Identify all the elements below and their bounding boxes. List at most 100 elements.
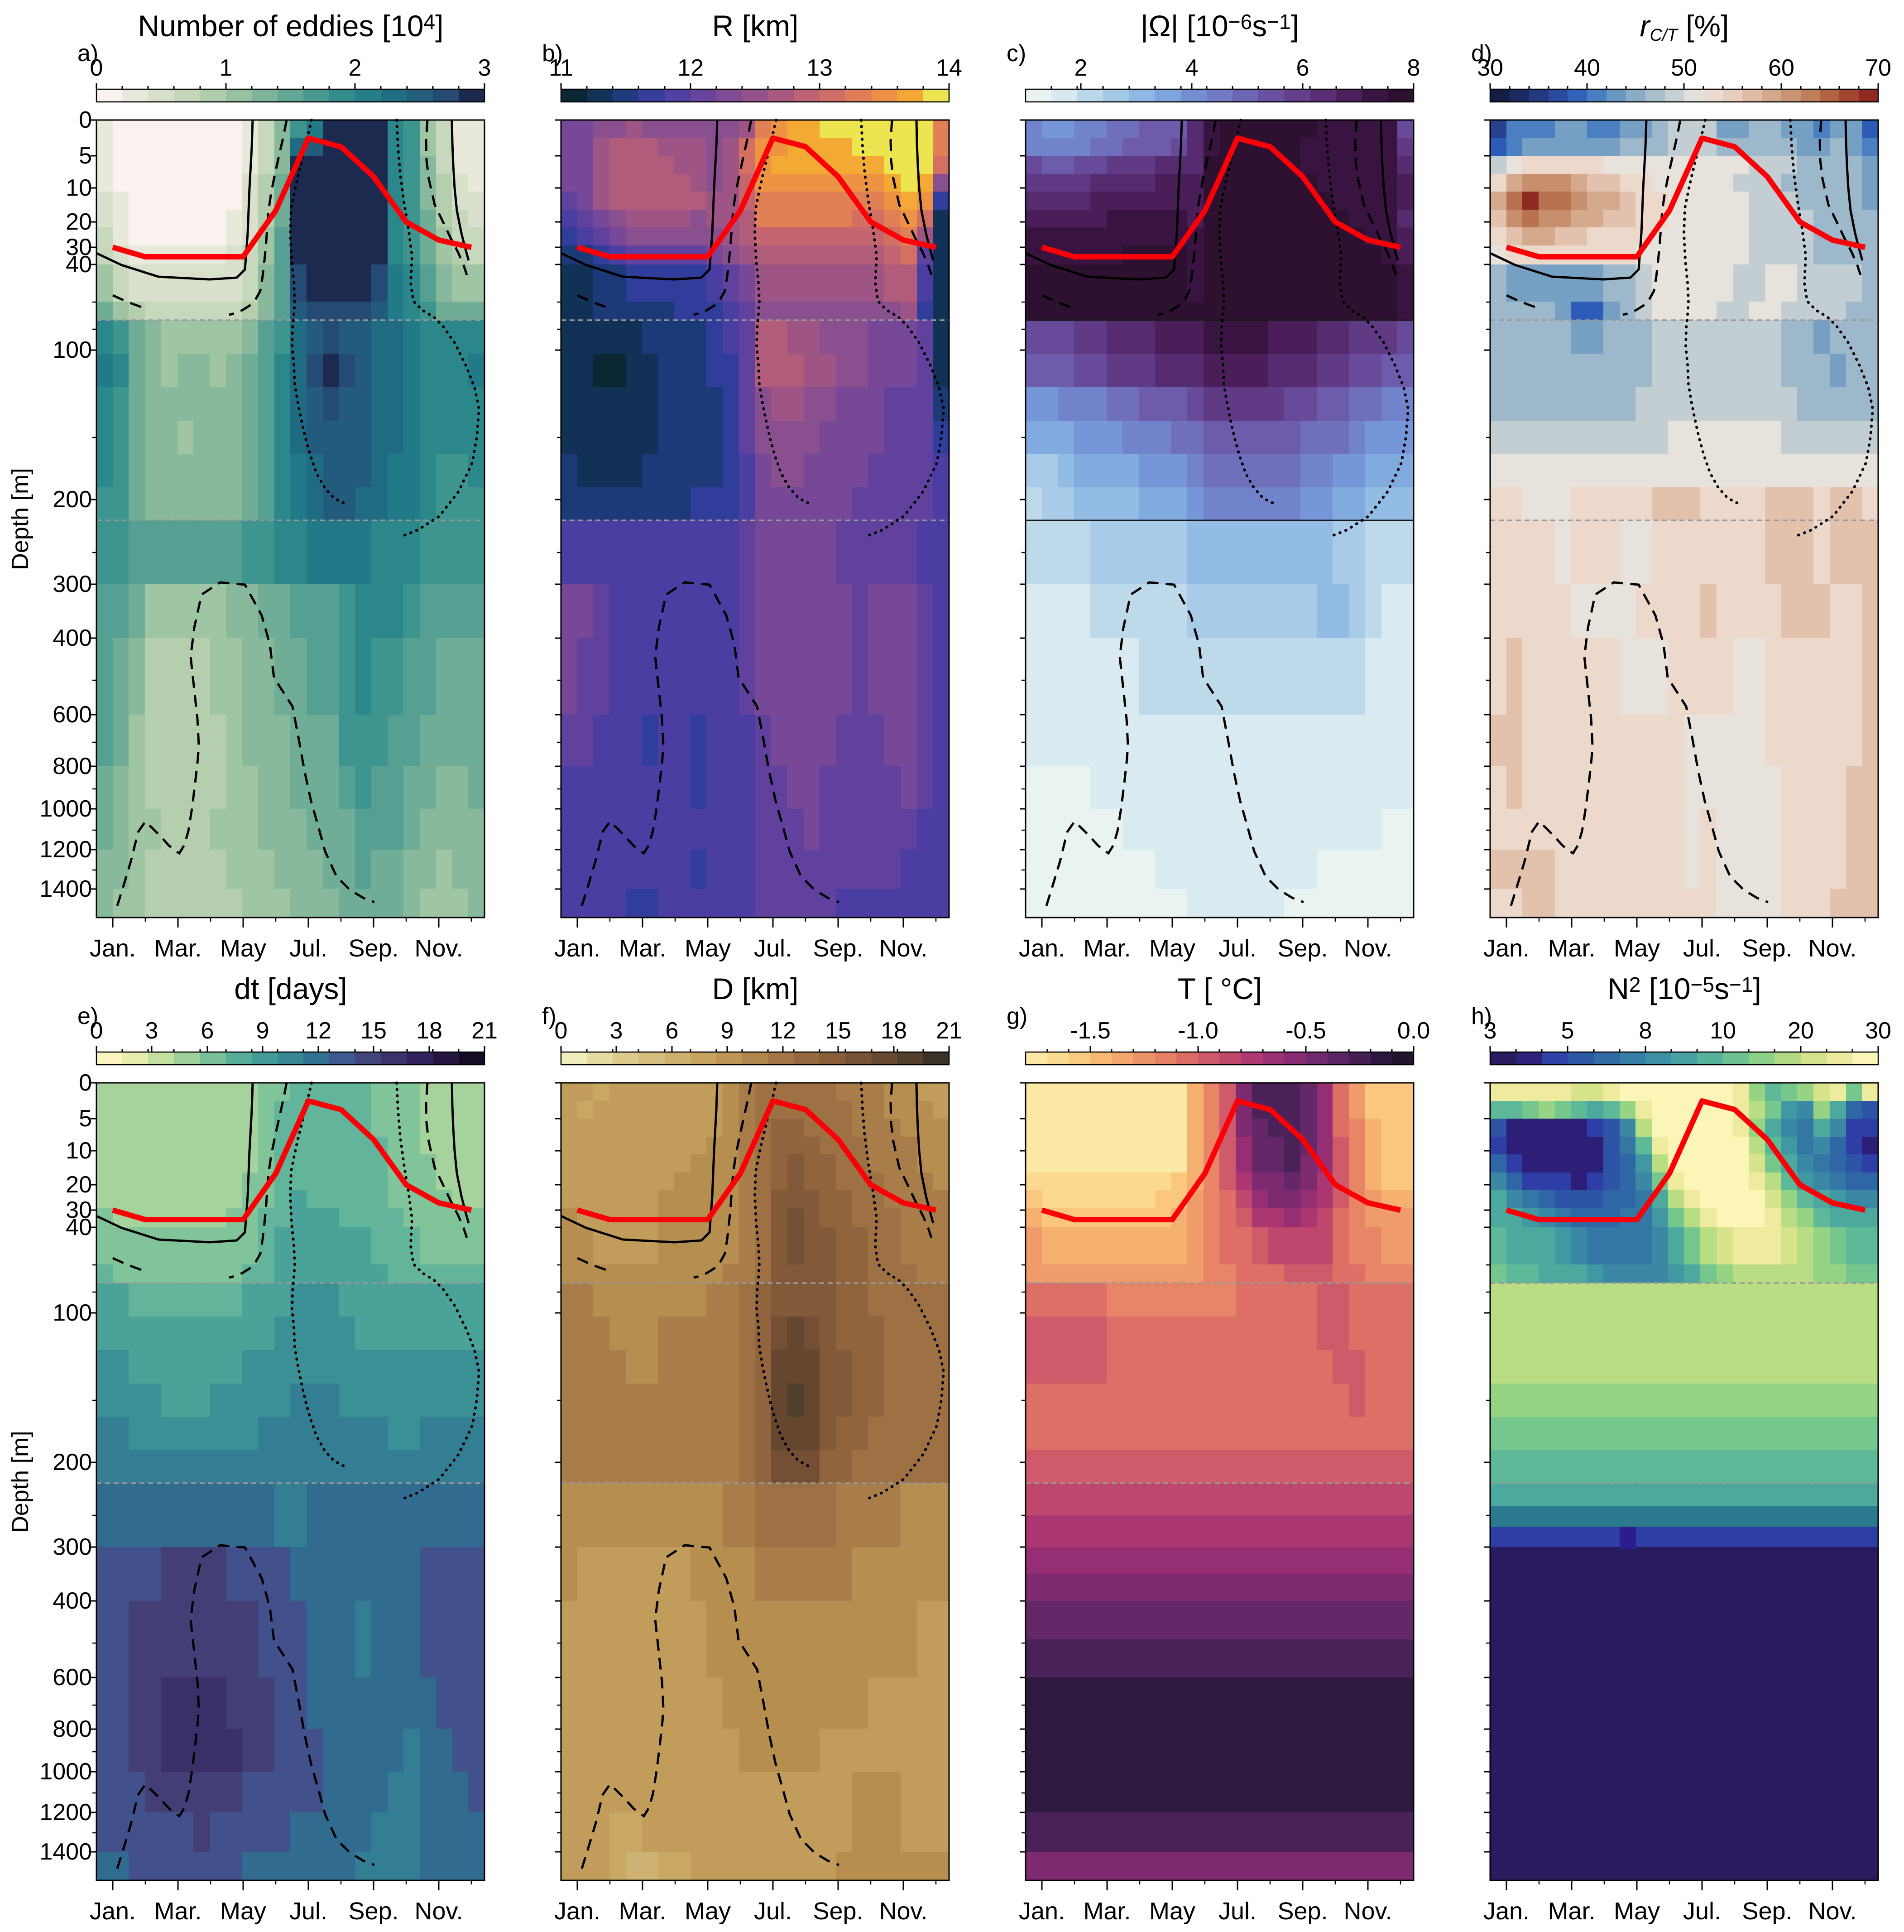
svg-text:Jul.: Jul.: [289, 935, 327, 962]
svg-text:600: 600: [53, 702, 92, 728]
svg-text:Jul.: Jul.: [1218, 935, 1257, 962]
svg-text:May: May: [685, 1898, 731, 1925]
svg-text:200: 200: [53, 1449, 92, 1475]
svg-text:1400: 1400: [39, 1839, 92, 1865]
svg-text:3: 3: [478, 55, 491, 81]
svg-text:a): a): [77, 40, 98, 67]
svg-text:Jul.: Jul.: [754, 935, 792, 962]
svg-text:2: 2: [349, 55, 362, 81]
svg-text:12: 12: [305, 1018, 331, 1044]
svg-text:11: 11: [549, 55, 573, 81]
svg-text:13: 13: [806, 55, 833, 81]
svg-text:100: 100: [53, 337, 92, 363]
svg-text:h): h): [1471, 1003, 1492, 1029]
svg-text:8: 8: [1407, 55, 1420, 81]
svg-text:0: 0: [79, 107, 92, 133]
svg-text:9: 9: [721, 1018, 734, 1044]
svg-text:3: 3: [1484, 1018, 1497, 1044]
svg-text:1000: 1000: [39, 796, 92, 822]
svg-text:40: 40: [66, 251, 92, 278]
svg-text:Jan.: Jan.: [554, 1898, 600, 1925]
svg-text:0: 0: [90, 55, 103, 81]
svg-text:Mar.: Mar.: [619, 935, 666, 962]
svg-text:15: 15: [360, 1018, 387, 1044]
svg-text:Jan.: Jan.: [1483, 935, 1530, 962]
svg-text:600: 600: [53, 1664, 92, 1691]
svg-text:Jan.: Jan.: [1483, 1898, 1530, 1925]
svg-text:Sep.: Sep.: [1742, 1898, 1792, 1925]
svg-text:Nov.: Nov.: [414, 935, 463, 962]
svg-text:18: 18: [881, 1018, 907, 1044]
svg-text:6: 6: [1296, 55, 1309, 81]
svg-text:30: 30: [66, 1197, 92, 1223]
svg-text:Mar.: Mar.: [1083, 935, 1131, 962]
svg-text:c): c): [1007, 40, 1026, 67]
svg-text:20: 20: [66, 1172, 92, 1198]
svg-text:May: May: [1614, 935, 1660, 962]
svg-text:1: 1: [220, 55, 233, 81]
svg-text:Jul.: Jul.: [754, 1898, 792, 1925]
svg-text:20: 20: [1788, 1018, 1814, 1044]
svg-text:18: 18: [416, 1018, 442, 1044]
svg-text:Jul.: Jul.: [1683, 1898, 1721, 1925]
svg-text:Nov.: Nov.: [879, 1898, 927, 1925]
svg-text:14: 14: [936, 55, 962, 81]
svg-text:50: 50: [1671, 55, 1697, 81]
svg-text:3: 3: [610, 1018, 623, 1044]
svg-text:-1.5: -1.5: [1070, 1018, 1111, 1044]
svg-text:May: May: [220, 935, 266, 962]
svg-text:9: 9: [256, 1018, 269, 1044]
svg-text:1200: 1200: [39, 1799, 92, 1826]
svg-text:200: 200: [53, 486, 92, 513]
svg-text:Jan.: Jan.: [1019, 935, 1065, 962]
svg-text:10: 10: [66, 175, 92, 201]
svg-text:dt [days]: dt [days]: [234, 972, 347, 1005]
svg-text:800: 800: [53, 1716, 92, 1742]
svg-text:g): g): [1007, 1003, 1027, 1029]
svg-text:2: 2: [1074, 55, 1088, 81]
svg-text:100: 100: [53, 1300, 92, 1326]
svg-text:May: May: [220, 1898, 266, 1925]
svg-text:8: 8: [1639, 1018, 1652, 1044]
svg-text:60: 60: [1768, 55, 1794, 81]
svg-text:T [ °C]: T [ °C]: [1178, 972, 1262, 1005]
svg-text:Sep.: Sep.: [813, 1898, 863, 1925]
svg-text:400: 400: [53, 625, 92, 651]
svg-text:30: 30: [66, 234, 92, 260]
svg-text:70: 70: [1865, 55, 1891, 81]
svg-text:Depth [m]: Depth [m]: [7, 1431, 34, 1533]
svg-text:800: 800: [53, 753, 92, 779]
svg-text:D [km]: D [km]: [712, 972, 799, 1005]
svg-text:12: 12: [677, 55, 704, 81]
svg-text:0: 0: [79, 1070, 92, 1096]
svg-text:May: May: [1149, 935, 1195, 962]
svg-text:Number of eddies [104]: Number of eddies [104]: [138, 9, 444, 43]
svg-text:Nov.: Nov.: [1808, 935, 1856, 962]
svg-text:May: May: [1149, 1898, 1195, 1925]
svg-text:Jan.: Jan.: [1019, 1898, 1065, 1925]
svg-text:Mar.: Mar.: [1083, 1898, 1131, 1925]
svg-text:Sep.: Sep.: [1277, 1898, 1328, 1925]
svg-text:-1.0: -1.0: [1178, 1018, 1218, 1044]
svg-text:Nov.: Nov.: [1808, 1898, 1856, 1925]
svg-text:rC/T [%]: rC/T [%]: [1640, 9, 1729, 45]
svg-text:R [km]: R [km]: [712, 9, 799, 43]
svg-text:|Ω| [10−6s−1]: |Ω| [10−6s−1]: [1141, 9, 1299, 43]
svg-text:15: 15: [825, 1018, 851, 1044]
svg-text:0.0: 0.0: [1397, 1018, 1430, 1044]
svg-text:30: 30: [1865, 1018, 1891, 1044]
svg-text:May: May: [685, 935, 731, 962]
svg-text:Sep.: Sep.: [1277, 935, 1328, 962]
svg-text:400: 400: [53, 1588, 92, 1614]
svg-text:Jul.: Jul.: [289, 1898, 327, 1925]
svg-text:0: 0: [555, 1018, 568, 1044]
svg-text:12: 12: [770, 1018, 796, 1044]
svg-text:5: 5: [79, 1105, 92, 1132]
svg-text:Mar.: Mar.: [154, 935, 201, 962]
svg-text:10: 10: [1710, 1018, 1736, 1044]
svg-text:10: 10: [66, 1138, 92, 1164]
svg-text:Sep.: Sep.: [348, 1898, 398, 1925]
svg-text:Mar.: Mar.: [1548, 1898, 1595, 1925]
svg-text:6: 6: [666, 1018, 679, 1044]
svg-text:0: 0: [90, 1018, 103, 1044]
